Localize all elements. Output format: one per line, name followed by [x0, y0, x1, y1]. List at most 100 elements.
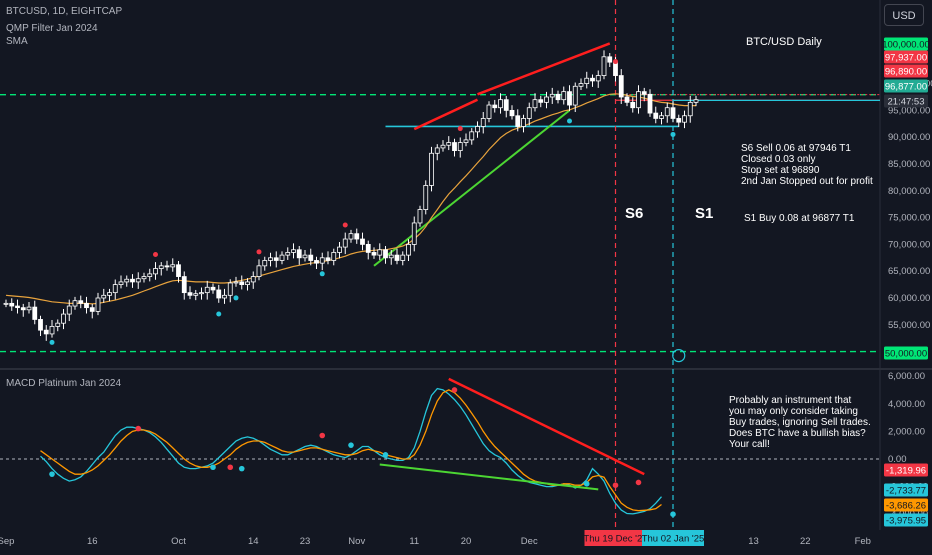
price-tick-label: 85,000.00: [888, 159, 930, 170]
macd-tick-label: 0.00: [888, 454, 907, 465]
candle-body: [647, 93, 653, 114]
macd-indicator-label[interactable]: MACD Platinum Jan 2024: [6, 378, 122, 389]
candle-body: [607, 56, 613, 63]
candle-body: [124, 278, 130, 283]
macd-cross-dot: [348, 442, 354, 448]
candle-body: [285, 252, 291, 256]
candle-body: [308, 254, 314, 261]
qmp-indicator-label[interactable]: QMP Filter Jan 2024: [6, 23, 98, 34]
candle-body: [406, 243, 411, 256]
price-tick-label: 95,000.00: [888, 105, 930, 116]
macd-tick-label: 4,000.00: [888, 399, 925, 410]
candle-body: [135, 278, 141, 283]
candle-body: [601, 56, 607, 76]
x-tick-label: 23: [300, 536, 311, 547]
candle-body: [578, 83, 584, 87]
candle-body: [95, 297, 101, 312]
macd-cross-dot: [227, 464, 234, 471]
candle-body: [302, 254, 308, 259]
candle-body: [199, 292, 204, 295]
macd-cross-dot: [49, 471, 55, 477]
green-trend-line: [373, 109, 571, 267]
candle-body: [273, 257, 279, 261]
candle-body: [561, 91, 567, 101]
candle-body: [457, 142, 463, 151]
macd-cross-dot: [319, 432, 326, 439]
price-badge: 96,890.00: [885, 66, 927, 77]
candle-body: [61, 313, 66, 324]
date-badge-bg: [642, 530, 704, 546]
candle-body: [164, 265, 170, 268]
candle-body: [693, 99, 699, 103]
sma-indicator-label[interactable]: SMA: [6, 36, 28, 47]
qmp-buy-dot: [49, 339, 55, 345]
candle-body: [549, 93, 555, 98]
candle-body: [245, 281, 250, 286]
macd-cross-dot: [210, 464, 216, 471]
price-tick-label: 75,000.00: [888, 213, 930, 224]
price-badge-bg: [884, 79, 928, 93]
x-tick-label: 20: [461, 536, 472, 547]
price-tick-label: 65,000.00: [888, 266, 930, 277]
candle-body: [584, 77, 590, 84]
candle-body: [498, 99, 503, 109]
macd-badge-bg: [884, 498, 928, 512]
macd-green-trend-line: [379, 463, 599, 491]
price-tick-label: 60,000.00: [888, 293, 930, 304]
macd-cross-dot: [238, 465, 245, 472]
candle-body: [49, 326, 55, 335]
price-tick-label: 55,000.00: [888, 320, 930, 331]
candle-body: [331, 252, 337, 261]
candle-body: [636, 91, 641, 109]
price-badge: 96,877.00: [885, 81, 927, 92]
price-badge-bg: [884, 50, 928, 64]
candle-body: [371, 252, 377, 256]
qmp-sell-dot: [342, 222, 348, 228]
candle-body: [452, 142, 457, 151]
candle-body: [268, 257, 273, 261]
candle-body: [538, 99, 544, 103]
sma-line: [5, 93, 696, 305]
qmp-buy-dot: [233, 295, 239, 301]
candle-body: [429, 152, 434, 186]
candle-body: [141, 276, 147, 280]
candle-body: [383, 249, 388, 259]
candle-body: [32, 306, 38, 320]
candle-body: [526, 107, 532, 119]
candle-body: [354, 233, 360, 240]
x-tick-label: 13: [748, 536, 759, 547]
x-tick-label: 11: [409, 536, 419, 547]
qmp-sell-dot: [153, 252, 158, 258]
candle-body: [423, 185, 429, 210]
macd-badge-bg: [884, 463, 928, 477]
candle-body: [503, 99, 509, 111]
price-badge-bg: [884, 64, 928, 78]
qmp-buy-dot: [216, 311, 222, 317]
candle-body: [78, 300, 84, 304]
price-badge: 50,000.00: [885, 348, 927, 359]
candle-body: [181, 276, 187, 294]
candle-body: [509, 110, 515, 117]
candle-body: [66, 305, 72, 315]
price-tick-label: 70,000.00: [888, 239, 930, 250]
alert-icon: [672, 349, 686, 363]
candle-body: [89, 307, 95, 312]
candle-body: [365, 243, 371, 253]
macd-cross-dot: [583, 481, 590, 487]
candle-body: [613, 61, 618, 76]
candle-body: [400, 254, 406, 261]
macd-series-line: [40, 387, 662, 515]
symbol-header[interactable]: BTCUSD, 1D, EIGHTCAP: [6, 6, 123, 17]
candle-body: [434, 147, 440, 154]
candle-body: [250, 276, 256, 283]
macd-tick-label: 2,000.00: [888, 426, 925, 437]
red-trend-line-1: [413, 98, 479, 131]
candle-body: [296, 249, 302, 259]
candle-body: [342, 238, 348, 248]
candle-body: [216, 289, 222, 299]
currency-button[interactable]: USD: [884, 4, 924, 26]
candle-body: [325, 257, 331, 261]
candle-body: [15, 305, 20, 309]
